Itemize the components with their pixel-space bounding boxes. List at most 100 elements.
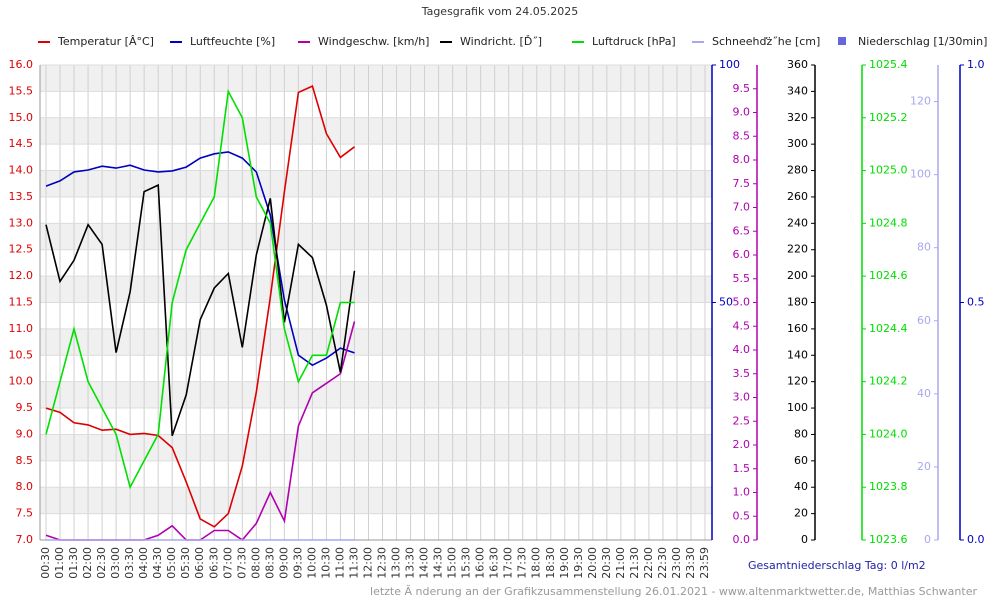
tick-label: 6.5	[733, 224, 751, 237]
tick-label: 1025.4	[869, 58, 908, 71]
x-tick-label: 06:00	[193, 547, 206, 579]
y-tick-label: 14.5	[9, 137, 34, 150]
x-tick-label: 01:00	[53, 547, 66, 579]
tick-label: 9.5	[733, 82, 751, 95]
series-line	[45, 88, 355, 490]
tick-label: 1.0	[733, 486, 751, 499]
x-tick-label: 15:00	[446, 547, 459, 579]
tick-label: 3.0	[733, 391, 751, 404]
x-tick-label: 02:00	[81, 547, 94, 579]
x-tick-label: 18:00	[530, 547, 543, 579]
tick-label: 1.0	[967, 58, 985, 71]
legend-label: Windricht. [Ď˝]	[460, 35, 542, 48]
x-tick-label: 12:30	[376, 547, 389, 579]
x-tick-label: 04:30	[151, 547, 164, 579]
x-tick-label: 23:30	[684, 547, 697, 579]
y-tick-label: 10.5	[9, 348, 34, 361]
y-tick-label: 12.0	[9, 269, 34, 282]
x-tick-label: 20:00	[586, 547, 599, 579]
tick-label: 40	[917, 387, 931, 400]
tick-label: 360	[787, 58, 808, 71]
tick-label: 9.0	[733, 106, 751, 119]
x-tick-label: 04:00	[137, 547, 150, 579]
y-tick-label: 11.5	[9, 296, 34, 309]
grid-band	[40, 170, 712, 197]
chart-title: Tagesgrafik vom 24.05.2025	[421, 5, 579, 18]
x-tick-label: 17:30	[516, 547, 529, 579]
grid-band	[40, 487, 712, 514]
tick-label: 100	[910, 168, 931, 181]
x-tick-label: 00:30	[39, 547, 52, 579]
x-tick-label: 20:30	[600, 547, 613, 579]
tick-label: 1023.8	[869, 480, 908, 493]
x-tick-label: 11:30	[347, 547, 360, 579]
tick-label: 1025.2	[869, 111, 908, 124]
y-tick-label: 9.0	[16, 427, 34, 440]
tick-label: 120	[787, 375, 808, 388]
y-tick-label: 16.0	[9, 58, 34, 71]
grid-band	[40, 223, 712, 250]
x-tick-label: 23:59	[698, 547, 711, 579]
legend-label: Temperatur [Â°C]	[57, 35, 154, 48]
tick-label: 100	[787, 401, 808, 414]
legend-label: Windgeschw. [km/h]	[318, 35, 429, 48]
x-tick-label: 06:30	[207, 547, 220, 579]
tick-label: 80	[794, 427, 808, 440]
x-tick-label: 14:30	[432, 547, 445, 579]
legend-label: Luftfeuchte [%]	[190, 35, 275, 48]
legend-label: Niederschlag [1/30min]	[858, 35, 987, 48]
x-tick-label: 09:30	[291, 547, 304, 579]
tick-label: 4.0	[733, 343, 751, 356]
grid-band	[40, 65, 712, 92]
tick-label: 8.5	[733, 129, 751, 142]
tick-label: 1024.8	[869, 216, 908, 229]
tick-label: 300	[787, 137, 808, 150]
legend-label: Luftdruck [hPa]	[592, 35, 676, 48]
tick-label: 220	[787, 243, 808, 256]
x-tick-label: 09:00	[277, 547, 290, 579]
y-tick-label: 14.0	[9, 164, 34, 177]
x-tick-label: 16:30	[488, 547, 501, 579]
grid-band	[40, 276, 712, 303]
series-line	[45, 84, 355, 528]
tick-label: 1025.0	[869, 164, 908, 177]
tick-label: 20	[917, 460, 931, 473]
tick-label: 160	[787, 322, 808, 335]
total-precip: Gesamtniederschlag Tag: 0 l/m2	[748, 559, 926, 572]
legend-swatch	[838, 37, 846, 45]
x-tick-label: 22:30	[656, 547, 669, 579]
tick-label: 60	[917, 314, 931, 327]
tick-label: 1023.6	[869, 533, 908, 546]
grid-band	[40, 434, 712, 461]
tick-label: 2.0	[733, 438, 751, 451]
legend-label: Schneehďż˝he [cm]	[712, 35, 820, 48]
y-tick-label: 9.5	[16, 401, 34, 414]
x-tick-label: 18:30	[544, 547, 557, 579]
x-tick-label: 05:30	[179, 547, 192, 579]
tick-label: 0.5	[733, 509, 751, 522]
x-tick-label: 15:30	[460, 547, 473, 579]
y-tick-label: 15.0	[9, 111, 34, 124]
tick-label: 0	[801, 533, 808, 546]
series-line	[45, 183, 356, 437]
tick-label: 7.5	[733, 177, 751, 190]
grid-band	[40, 328, 712, 356]
tick-label: 20	[794, 507, 808, 520]
x-tick-label: 03:00	[109, 547, 122, 579]
x-tick-label: 16:00	[474, 547, 487, 579]
tick-label: 100	[719, 58, 740, 71]
tick-label: 0.0	[967, 533, 985, 546]
tick-label: 80	[917, 241, 931, 254]
tick-label: 8.0	[733, 153, 751, 166]
tick-label: 0.0	[733, 533, 751, 546]
y-tick-label: 13.0	[9, 216, 34, 229]
x-tick-label: 07:00	[221, 547, 234, 579]
tick-label: 1024.6	[869, 269, 908, 282]
x-tick-label: 19:30	[572, 547, 585, 579]
x-tick-label: 17:00	[502, 547, 515, 579]
tick-label: 1024.4	[869, 322, 908, 335]
tick-label: 200	[787, 269, 808, 282]
tick-label: 1024.2	[869, 375, 908, 388]
series-line	[45, 151, 355, 367]
